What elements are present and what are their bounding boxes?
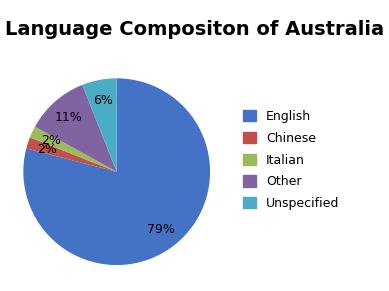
Wedge shape <box>35 85 117 172</box>
Text: 2%: 2% <box>41 134 61 147</box>
Text: Language Compositon of Australia: Language Compositon of Australia <box>5 20 384 39</box>
Wedge shape <box>23 78 210 265</box>
Wedge shape <box>26 137 117 172</box>
Text: 11%: 11% <box>55 111 82 124</box>
Text: 2%: 2% <box>37 143 58 156</box>
Wedge shape <box>82 78 117 172</box>
Text: 79%: 79% <box>147 223 175 236</box>
Text: 6%: 6% <box>93 94 113 107</box>
Legend: English, Chinese, Italian, Other, Unspecified: English, Chinese, Italian, Other, Unspec… <box>240 106 343 214</box>
Wedge shape <box>30 127 117 172</box>
